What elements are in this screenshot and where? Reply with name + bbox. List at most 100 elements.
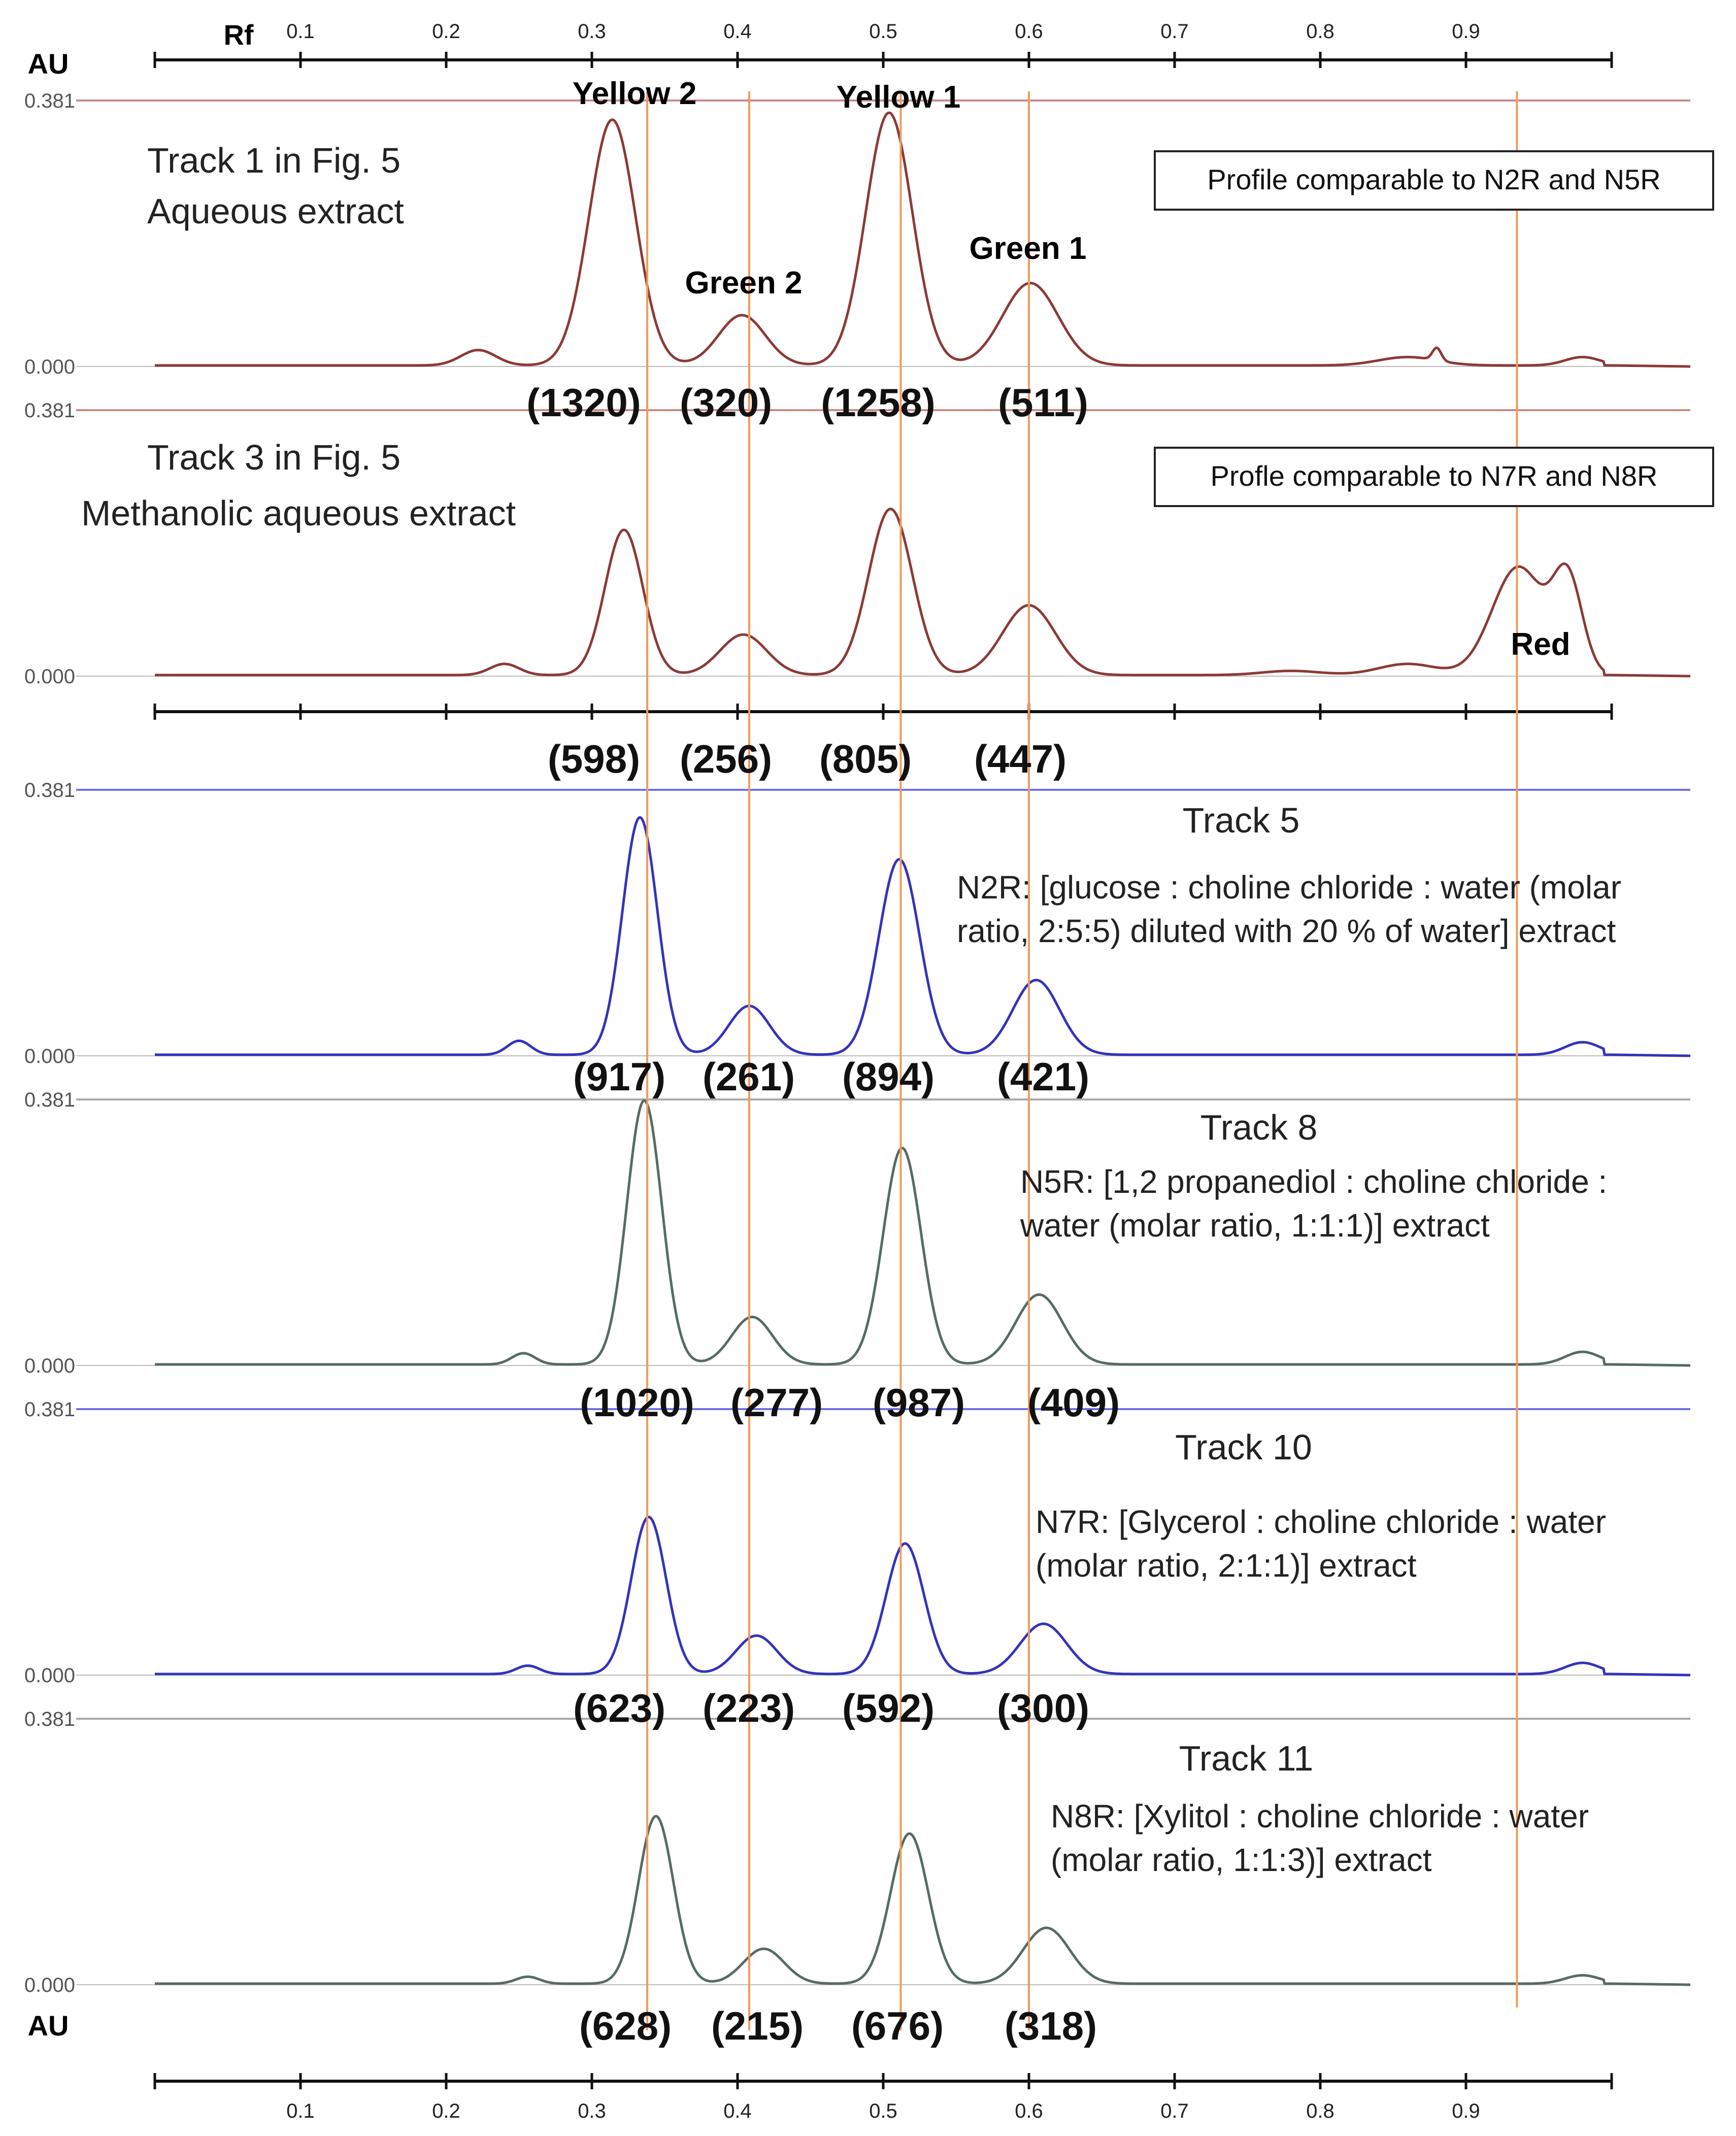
comparison-box: [1154, 150, 1714, 211]
y-min-label: 0.000: [24, 665, 75, 688]
track-description: N2R: [glucose : choline chloride : water…: [957, 869, 1621, 906]
x-tick-label: 0.1: [286, 2100, 315, 2122]
peak-area-label: (511): [998, 380, 1088, 425]
x-tick-label: 0.8: [1306, 20, 1334, 43]
comparison-box-text: Profle comparable to N7R and N8R: [1211, 460, 1658, 492]
track-description: ratio, 2:5:5) diluted with 20 % of water…: [957, 913, 1616, 949]
x-tick-label: 0.9: [1452, 20, 1480, 43]
peak-area-label: (917): [573, 1054, 665, 1099]
peak-area-label: (320): [680, 380, 772, 425]
peak-label-green-2: Green 2: [685, 265, 803, 301]
x-tick-label: 0.9: [1452, 2100, 1480, 2122]
y-min-label: 0.000: [24, 1355, 75, 1377]
peak-label-yellow-2: Yellow 2: [573, 76, 697, 111]
track-curve: [154, 508, 1691, 678]
x-tick-label: 0.3: [578, 2100, 606, 2122]
y-min-label: 0.000: [24, 1045, 75, 1067]
y-max-label: 0.381: [24, 1398, 75, 1421]
peak-area-label: (628): [579, 2004, 672, 2048]
comparison-box-text: Profile comparable to N2R and N5R: [1207, 163, 1660, 195]
track-4: 0.381 0.000: [24, 1089, 1691, 1377]
y-axis-title: AU: [28, 48, 69, 80]
peak-area-label: (215): [711, 2004, 804, 2048]
x-tick-label: 0.7: [1160, 2100, 1189, 2122]
y-max-label: 0.381: [24, 1089, 75, 1111]
track-description: N8R: [Xylitol : choline chloride : water: [1051, 1798, 1589, 1834]
y-axis-title-bottom: AU: [28, 2010, 69, 2042]
x-tick-label: 0.5: [869, 20, 897, 43]
track-description: N7R: [Glycerol : choline chloride : wate…: [1036, 1504, 1606, 1540]
peak-area-label: (894): [842, 1054, 934, 1099]
y-max-label: 0.381: [24, 90, 75, 112]
peak-area-label: (1320): [526, 380, 641, 425]
track-name: Track 10: [1175, 1427, 1312, 1467]
y-max-label: 0.381: [24, 399, 75, 422]
x-tick-label: 0.4: [723, 20, 752, 43]
top-rf-axis: 0.1 0.2 0.3 0.4 0.5 0.6 0.7 0.8 0.9 Rf AU: [28, 19, 1613, 720]
x-tick-label: 0.6: [1015, 2100, 1043, 2122]
track-name: Track 11: [1179, 1739, 1314, 1778]
peak-area-label: (256): [680, 737, 772, 781]
peak-label-green-1: Green 1: [970, 231, 1087, 266]
track-name: Track 5: [1183, 800, 1300, 840]
track-curve: [154, 111, 1691, 368]
track-description: (molar ratio, 1:1:3)] extract: [1051, 1842, 1432, 1878]
track-curve: [154, 816, 1691, 1057]
track-description: Aqueous extract: [147, 191, 404, 231]
peak-area-label: (421): [997, 1054, 1089, 1099]
x-tick-label: 0.6: [1015, 20, 1043, 43]
x-tick-label: 0.4: [723, 2100, 752, 2122]
track-curve: [154, 1516, 1691, 1677]
peak-area-label: (805): [819, 737, 912, 781]
x-tick-label: 0.8: [1306, 2100, 1334, 2122]
x-tick-label: 0.3: [578, 20, 606, 43]
peak-label-yellow-1: Yellow 1: [837, 80, 961, 115]
x-tick-label: 0.5: [869, 2100, 897, 2122]
peak-area-label: (277): [730, 1380, 823, 1425]
track-curve: [154, 1099, 1691, 1367]
bottom-rf-axis: 0.1 0.2 0.3 0.4 0.5 0.6 0.7 0.8 0.9 AU: [28, 2010, 1613, 2122]
peak-area-label: (318): [1005, 2004, 1097, 2048]
peak-area-label: (1258): [821, 380, 935, 425]
x-tick-label: 0.2: [432, 2100, 460, 2122]
track-description: water (molar ratio, 1:1:1)] extract: [1020, 1207, 1490, 1244]
track-name: Track 8: [1200, 1108, 1318, 1147]
track-description: N5R: [1,2 propanediol : choline chloride…: [1020, 1163, 1607, 1200]
track-5: 0.381 0.000: [24, 1398, 1691, 1687]
peak-area-label: (592): [842, 1686, 934, 1730]
track-name: Track 1 in Fig. 5: [147, 141, 400, 180]
peak-area-label: (261): [703, 1054, 795, 1099]
reference-lines: [646, 91, 1518, 2030]
track-curve: [154, 1815, 1691, 1986]
x-tick-label: 0.2: [432, 20, 460, 43]
peak-area-label: (676): [851, 2004, 944, 2048]
peak-label-red: Red: [1511, 627, 1570, 662]
peak-area-label: (223): [703, 1686, 795, 1730]
track-3: 0.381 0.000: [24, 779, 1691, 1067]
y-min-label: 0.000: [24, 356, 75, 378]
track-name: Track 3 in Fig. 5: [147, 438, 400, 477]
peak-area-label: (598): [548, 737, 640, 781]
y-max-label: 0.381: [24, 779, 75, 802]
peak-area-label: (300): [997, 1686, 1089, 1730]
track-2: 0.381 0.000: [24, 399, 1691, 688]
x-tick-label: 0.1: [286, 20, 315, 43]
peak-area-label: (447): [974, 737, 1066, 781]
track-description: (molar ratio, 2:1:1)] extract: [1036, 1547, 1417, 1584]
y-min-label: 0.000: [24, 1664, 75, 1687]
comparison-box: [1154, 447, 1714, 507]
x-axis-title: Rf: [223, 19, 253, 51]
peak-area-label: (987): [873, 1380, 965, 1425]
y-min-label: 0.000: [24, 1974, 75, 1996]
peak-area-label: (623): [573, 1686, 665, 1730]
y-max-label: 0.381: [24, 1708, 75, 1730]
track-1: 0.381 0.000: [24, 90, 1691, 378]
peak-area-label: (1020): [580, 1380, 694, 1425]
annotation-labels: Yellow 2 Green 2 Yellow 1 Green 1 Red (1320) (…: [81, 76, 1714, 2048]
track-traces: 0.381 0.000 0.381 0.000 0.381 0.000 0.381 0.000…: [24, 90, 1691, 1996]
x-tick-label: 0.7: [1160, 20, 1189, 43]
track-description: Methanolic aqueous extract: [81, 493, 516, 533]
track-6: 0.381 0.000: [24, 1708, 1691, 1996]
peak-area-label: (409): [1027, 1380, 1120, 1425]
